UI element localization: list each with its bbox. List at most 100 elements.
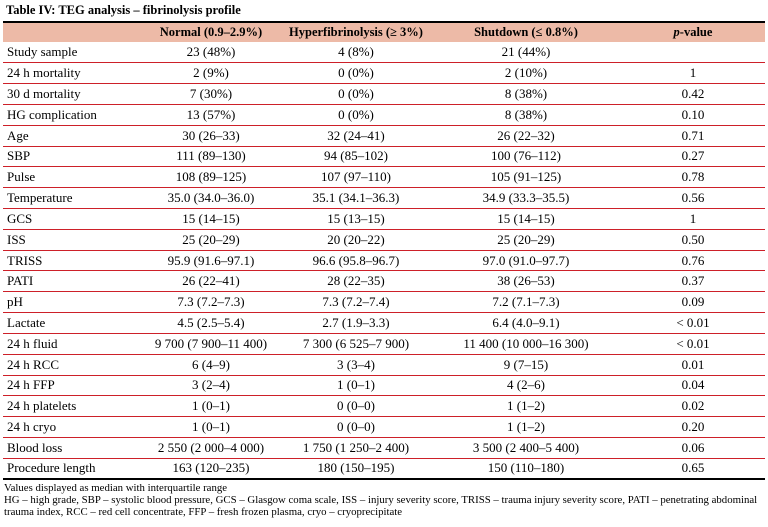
cell-value: 0.50 [621, 228, 765, 251]
table-row: 24 h mortality 2 (9%) 0 (0%) 2 (10%) 1 [3, 62, 765, 84]
cell-value: 7.3 (7.2–7.4) [281, 291, 431, 313]
cell-value: 7.3 (7.2–7.3) [141, 291, 281, 313]
cell-value: 15 (14–15) [431, 208, 621, 230]
cell-value: 7 300 (6 525–7 900) [281, 332, 431, 355]
cell-value: 180 (150–195) [281, 457, 431, 480]
row-label: PATI [3, 270, 141, 292]
cell-value: 15 (13–15) [281, 208, 431, 230]
cell-value: 20 (20–22) [281, 228, 431, 251]
cell-value: 30 (26–33) [141, 124, 281, 147]
cell-value: < 0.01 [621, 312, 765, 334]
table-row: ISS 25 (20–29) 20 (20–22) 25 (20–29) 0.50 [3, 228, 765, 251]
cell-value: 8 (38%) [431, 103, 621, 126]
cell-value: 96.6 (95.8–96.7) [281, 249, 431, 271]
row-label: GCS [3, 208, 141, 230]
table-row: 24 h platelets 1 (0–1) 0 (0–0) 1 (1–2) 0.02 [3, 395, 765, 417]
table-row: Procedure length 163 (120–235) 180 (150–19… [3, 457, 765, 480]
cell-value: 97.0 (91.0–97.7) [431, 249, 621, 271]
cell-value: 2 550 (2 000–4 000) [141, 436, 281, 459]
cell-value: 1 750 (1 250–2 400) [281, 436, 431, 459]
cell-value: 3 (2–4) [141, 374, 281, 396]
cell-value: 1 (1–2) [431, 395, 621, 417]
footnotes: Values displayed as median with interqua… [4, 482, 764, 518]
row-label: Temperature [3, 187, 141, 209]
row-label: Blood loss [3, 436, 141, 459]
row-label: 24 h RCC [3, 353, 141, 375]
cell-value: 7.2 (7.1–7.3) [431, 291, 621, 313]
table-row: 30 d mortality 7 (30%) 0 (0%) 8 (38%) 0.42 [3, 83, 765, 105]
teg-analysis-table: Normal (0.9–2.9%) Hyperfibrinolysis (≥ 3… [3, 21, 765, 481]
cell-value: 107 (97–110) [281, 166, 431, 188]
cell-value: < 0.01 [621, 332, 765, 355]
cell-value: 1 [621, 208, 765, 230]
cell-value: 0.71 [621, 124, 765, 147]
table-row: Temperature 35.0 (34.0–36.0) 35.1 (34.1–36… [3, 187, 765, 209]
cell-value: 25 (20–29) [431, 228, 621, 251]
cell-value: 23 (48%) [186, 44, 236, 60]
cell-value: 0.06 [621, 436, 765, 459]
row-label: HG complication [3, 103, 141, 126]
row-label: Pulse [3, 166, 141, 188]
cell-value: 34.9 (33.3–35.5) [431, 187, 621, 209]
header-hyperfibrinolysis: Hyperfibrinolysis (≥ 3%) [289, 25, 423, 39]
cell-value: 0.09 [621, 291, 765, 313]
footnote-abbreviations: HG – high grade, SBP – systolic blood pr… [4, 494, 758, 518]
cell-value: 13 (57%) [141, 103, 281, 126]
table-row: GCS 15 (14–15) 15 (13–15) 15 (14–15) 1 [3, 208, 765, 230]
cell-value: 26 (22–32) [431, 124, 621, 147]
cell-value: 9 700 (7 900–11 400) [141, 332, 281, 355]
row-label: ISS [3, 228, 141, 251]
header-normal: Normal (0.9–2.9%) [159, 25, 263, 39]
cell-value: 0.02 [621, 395, 765, 417]
cell-value: 21 (44%) [501, 44, 551, 60]
table-row: PATI 26 (22–41) 28 (22–35) 38 (26–53) 0.37 [3, 270, 765, 292]
row-label: 24 h fluid [3, 332, 141, 355]
cell-value: 28 (22–35) [281, 270, 431, 292]
cell-value: 9 (7–15) [431, 353, 621, 375]
header-parameter [3, 22, 141, 42]
footnote-median-iqr: Values displayed as median with interqua… [4, 482, 228, 494]
table-title: Table IV: TEG analysis – fibrinolysis pr… [6, 3, 241, 17]
cell-value: 1 (0–1) [141, 395, 281, 417]
cell-value: 2 (10%) [431, 62, 621, 84]
cell-value: 2.7 (1.9–3.3) [281, 312, 431, 334]
cell-value: 2 (9%) [141, 62, 281, 84]
cell-value: 0.01 [621, 353, 765, 375]
table-row: 24 h fluid 9 700 (7 900–11 400) 7 300 (6 5… [3, 332, 765, 355]
cell-value: 11 400 (10 000–16 300) [431, 332, 621, 355]
cell-value: 0 (0%) [281, 103, 431, 126]
row-label: 30 d mortality [3, 83, 141, 105]
row-label: 24 h cryo [3, 416, 141, 438]
cell-value: 105 (91–125) [431, 166, 621, 188]
table-row: 24 h RCC 6 (4–9) 3 (3–4) 9 (7–15) 0.01 [3, 353, 765, 375]
cell-value: 150 (110–180) [431, 457, 621, 480]
cell-value: 163 (120–235) [141, 457, 281, 480]
cell-value: 3 500 (2 400–5 400) [431, 436, 621, 459]
cell-value: 6 (4–9) [141, 353, 281, 375]
table-row: Lactate 4.5 (2.5–5.4) 2.7 (1.9–3.3) 6.4 (4.… [3, 312, 765, 334]
cell-value: 7 (30%) [141, 83, 281, 105]
row-label: Lactate [3, 312, 141, 334]
table-row: HG complication 13 (57%) 0 (0%) 8 (38%) 0.10 [3, 103, 765, 126]
cell-value: 38 (26–53) [431, 270, 621, 292]
cell-value: 0.78 [621, 166, 765, 188]
table-row: pH 7.3 (7.2–7.3) 7.3 (7.2–7.4) 7.2 (7.1–7.3… [3, 291, 765, 313]
row-label: 24 h mortality [3, 62, 141, 84]
cell-value: 3 (3–4) [281, 353, 431, 375]
cell-value: 0.65 [621, 457, 765, 480]
cell-value: 0 (0%) [281, 83, 431, 105]
table-row: 24 h FFP 3 (2–4) 1 (0–1) 4 (2–6) 0.04 [3, 374, 765, 396]
cell-value: 26 (22–41) [141, 270, 281, 292]
table-row: TRISS 95.9 (91.6–97.1) 96.6 (95.8–96.7) 97.… [3, 249, 765, 271]
header-shutdown: Shutdown (≤ 0.8%) [474, 25, 578, 39]
cell-value: 0.42 [621, 83, 765, 105]
row-label: TRISS [3, 249, 141, 271]
p-value-italic-p: p [673, 25, 680, 39]
row-label: pH [3, 291, 141, 313]
header-p-value: p-value [621, 22, 765, 42]
table-row: SBP 111 (89–130) 94 (85–102) 100 (76–112) 0.… [3, 145, 765, 167]
cell-value: 0 (0–0) [281, 416, 431, 438]
row-label: SBP [3, 145, 141, 167]
cell-value: 25 (20–29) [141, 228, 281, 251]
cell-value: 0.20 [621, 416, 765, 438]
